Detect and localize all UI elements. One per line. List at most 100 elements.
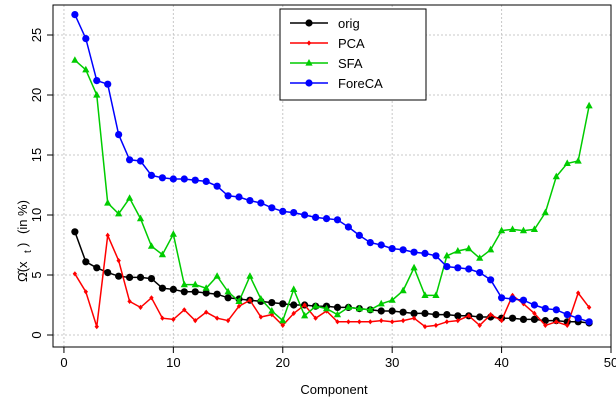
data-point — [444, 319, 450, 325]
data-point — [333, 303, 342, 311]
data-point — [202, 289, 210, 297]
series-pca — [72, 232, 592, 330]
data-point — [411, 315, 417, 321]
data-point — [202, 177, 210, 185]
data-point — [224, 294, 232, 302]
data-point — [389, 319, 395, 325]
data-point — [366, 239, 374, 247]
data-point — [279, 316, 287, 324]
data-point — [487, 276, 495, 284]
data-point — [125, 273, 134, 281]
data-point — [443, 263, 451, 271]
data-point — [379, 318, 384, 324]
data-point — [147, 275, 156, 283]
data-point — [104, 80, 112, 88]
data-point — [541, 305, 549, 313]
data-point — [115, 272, 123, 280]
data-point — [105, 232, 110, 238]
legend-item-pca: PCA — [290, 36, 365, 51]
data-point — [410, 263, 418, 271]
data-point — [368, 319, 373, 325]
data-point — [93, 264, 101, 272]
data-point — [169, 285, 177, 293]
x-tick-label: 30 — [385, 355, 399, 370]
data-point — [508, 314, 517, 322]
data-point — [454, 264, 462, 272]
data-point — [125, 194, 134, 201]
data-point — [246, 272, 254, 279]
data-point — [410, 248, 418, 256]
data-point — [202, 284, 210, 291]
data-point — [476, 313, 484, 321]
data-point — [585, 101, 593, 109]
data-point — [311, 213, 320, 221]
data-point — [268, 307, 276, 314]
data-point — [432, 252, 440, 260]
data-point — [82, 65, 90, 73]
data-point — [93, 91, 101, 98]
data-point — [268, 299, 276, 307]
data-point — [180, 175, 188, 183]
data-point — [115, 209, 123, 217]
data-point — [169, 230, 177, 237]
x-tick-label: 40 — [494, 355, 508, 370]
data-point — [508, 295, 517, 303]
data-point — [180, 280, 188, 288]
data-point — [399, 308, 407, 316]
data-point — [160, 315, 165, 321]
data-point — [136, 214, 145, 222]
data-point — [552, 172, 560, 180]
y-tick-label: 10 — [29, 208, 44, 222]
data-point — [565, 322, 570, 328]
data-point — [224, 287, 232, 295]
data-point — [82, 258, 90, 266]
legend-marker — [306, 40, 312, 46]
data-point — [115, 131, 123, 139]
data-point — [149, 295, 154, 301]
data-point — [136, 273, 145, 281]
data-point — [301, 211, 309, 219]
x-axis-label: Component — [300, 382, 368, 397]
data-point — [344, 303, 353, 310]
legend-label: PCA — [338, 36, 365, 51]
data-point — [191, 280, 199, 288]
data-point — [477, 322, 482, 328]
data-point — [357, 319, 362, 325]
legend-item-foreca: ForeCA — [290, 76, 383, 91]
data-point — [311, 302, 320, 309]
y-tick-label: 0 — [29, 331, 44, 338]
data-point — [399, 286, 407, 294]
data-point — [574, 157, 582, 164]
data-point — [104, 269, 112, 277]
data-point — [519, 296, 528, 304]
data-point — [333, 310, 342, 318]
data-point — [399, 246, 407, 254]
data-point — [158, 250, 167, 258]
data-point — [335, 319, 340, 325]
data-point — [585, 318, 593, 326]
data-point — [377, 307, 385, 315]
data-point — [499, 318, 504, 324]
data-point — [322, 304, 331, 312]
data-point — [127, 298, 132, 304]
data-point — [410, 309, 418, 317]
data-point — [487, 245, 495, 253]
data-point — [138, 304, 143, 310]
series-sfa — [71, 56, 593, 324]
y-tick-label: 5 — [29, 271, 44, 278]
y-axis-label-symbol: Ω̂(x — [15, 261, 30, 282]
data-point — [322, 215, 331, 223]
data-point — [433, 322, 439, 328]
series-foreca — [71, 11, 593, 326]
y-tick-label: 15 — [29, 148, 44, 162]
data-point — [180, 288, 188, 296]
data-point — [83, 289, 89, 295]
y-axis-label-subscript: t — [23, 250, 34, 253]
legend-marker — [305, 79, 313, 87]
data-point — [421, 249, 429, 257]
legend-item-sfa: SFA — [290, 56, 363, 71]
data-point — [213, 290, 221, 298]
data-point — [530, 301, 539, 309]
data-point — [313, 315, 318, 321]
